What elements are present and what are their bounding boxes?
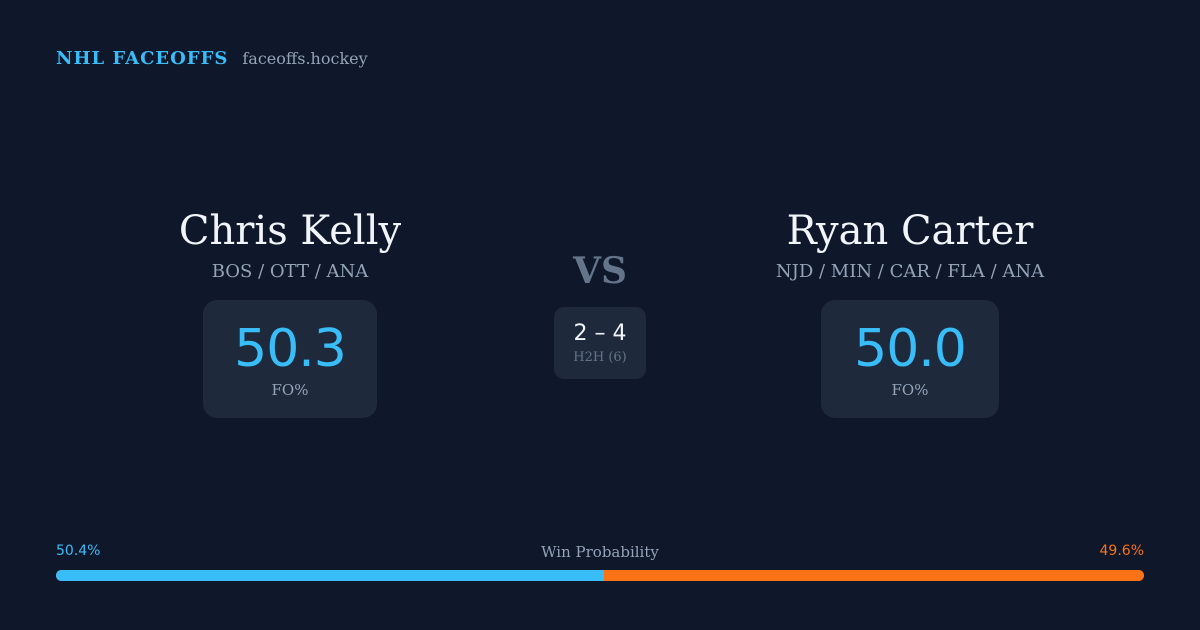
left-player-name: Chris Kelly [178,208,402,254]
right-player-stat-label: FO% [891,381,929,399]
vs-label: VS [573,250,627,292]
win-probability-bar-left [56,570,605,581]
right-player-card: Ryan Carter NJD / MIN / CAR / FLA / ANA … [710,205,1110,418]
h2h-score: 2 – 4 [573,321,627,346]
left-player-stat-box: 50.3 FO% [203,300,377,418]
brand-title: NHL FACEOFFS [56,48,229,69]
win-probability-bar-right [604,570,1144,581]
right-player-name: Ryan Carter [786,208,1034,254]
right-win-probability: 49.6% [1099,543,1144,559]
h2h-label: H2H (6) [573,350,627,365]
brand-site: faceoffs.hockey [242,49,368,68]
right-player-stat-box: 50.0 FO% [821,300,999,418]
win-probability-labels: 50.4% Win Probability 49.6% [56,543,1144,563]
left-player-stat-label: FO% [271,381,309,399]
win-probability-title: Win Probability [541,543,659,561]
left-player-fo-pct: 50.3 [234,319,347,379]
left-player-teams: BOS / OTT / ANA [211,261,369,282]
right-player-fo-pct: 50.0 [854,319,967,379]
right-player-teams: NJD / MIN / CAR / FLA / ANA [775,261,1045,282]
left-player-card: Chris Kelly BOS / OTT / ANA 50.3 FO% [90,205,490,418]
brand: NHL FACEOFFS faceoffs.hockey [56,48,368,69]
left-win-probability: 50.4% [56,543,101,559]
head-to-head-box: 2 – 4 H2H (6) [554,307,646,379]
win-probability-bar [56,570,1144,581]
